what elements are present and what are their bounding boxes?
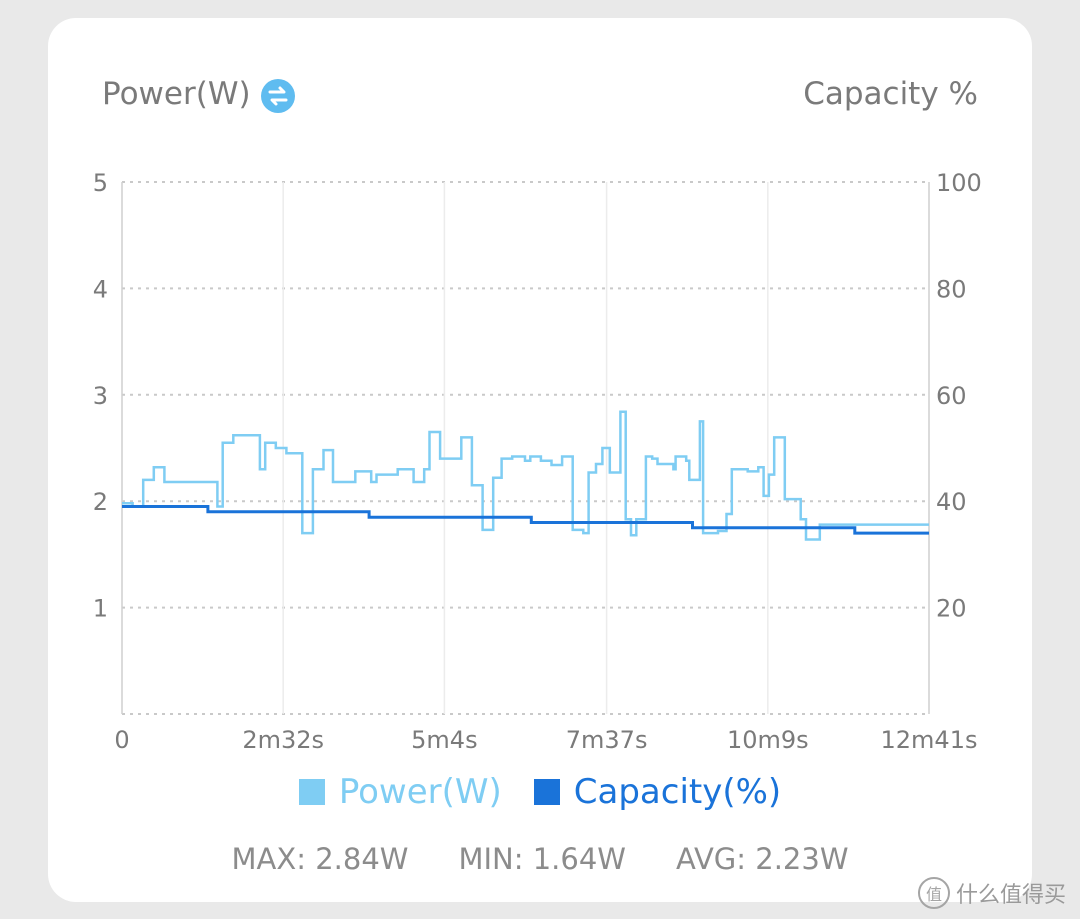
- y-right-tick-label: 100: [936, 169, 982, 197]
- left-axis-title: Power(W): [102, 76, 251, 112]
- y-left-tick-label: 1: [93, 595, 108, 623]
- legend-swatch-power: [298, 779, 325, 805]
- x-tick-label: 7m37s: [566, 726, 648, 754]
- legend-item-capacity[interactable]: Capacity(%): [533, 772, 782, 812]
- x-tick-label: 0: [114, 726, 129, 754]
- swap-axes-icon[interactable]: [260, 78, 296, 114]
- stat-avg: AVG: 2.23W: [675, 842, 849, 876]
- y-left-tick-label: 3: [93, 382, 108, 410]
- legend-swatch-capacity: [533, 779, 560, 805]
- y-right-tick-label: 60: [936, 382, 967, 410]
- y-right-tick-label: 40: [936, 488, 967, 516]
- legend-item-power[interactable]: Power(W): [298, 772, 502, 812]
- stat-min: MIN: 1.64W: [458, 842, 626, 876]
- chart-legend: Power(W) Capacity(%): [0, 772, 1080, 812]
- y-right-tick-label: 20: [936, 595, 967, 623]
- power-stats: MAX: 2.84W MIN: 1.64W AVG: 2.23W: [0, 842, 1080, 876]
- watermark: 值 什么值得买: [917, 877, 1066, 909]
- series-line-power: [122, 410, 929, 541]
- series-line-capacity: [122, 505, 929, 535]
- x-tick-label: 5m4s: [411, 726, 477, 754]
- watermark-logo-icon: 值: [917, 877, 950, 909]
- line-chart: 1 2 3 4 5 20 40 60 80 100 0 2m32s 5m4s 7m37s 10m9s 12m4…: [93, 169, 982, 754]
- y-right-tick-label: 80: [936, 275, 967, 303]
- y-left-tick-label: 4: [93, 275, 108, 303]
- stat-max: MAX: 2.84W: [231, 842, 409, 876]
- right-axis-title: Capacity %: [803, 76, 978, 112]
- x-tick-label: 12m41s: [881, 726, 978, 754]
- x-tick-label: 2m32s: [242, 726, 324, 754]
- legend-label-power: Power(W): [338, 772, 502, 812]
- x-tick-label: 10m9s: [727, 726, 809, 754]
- watermark-text: 什么值得买: [955, 883, 1066, 908]
- y-left-tick-label: 2: [93, 488, 108, 516]
- legend-label-capacity: Capacity(%): [573, 772, 782, 812]
- y-left-tick-label: 5: [93, 169, 108, 197]
